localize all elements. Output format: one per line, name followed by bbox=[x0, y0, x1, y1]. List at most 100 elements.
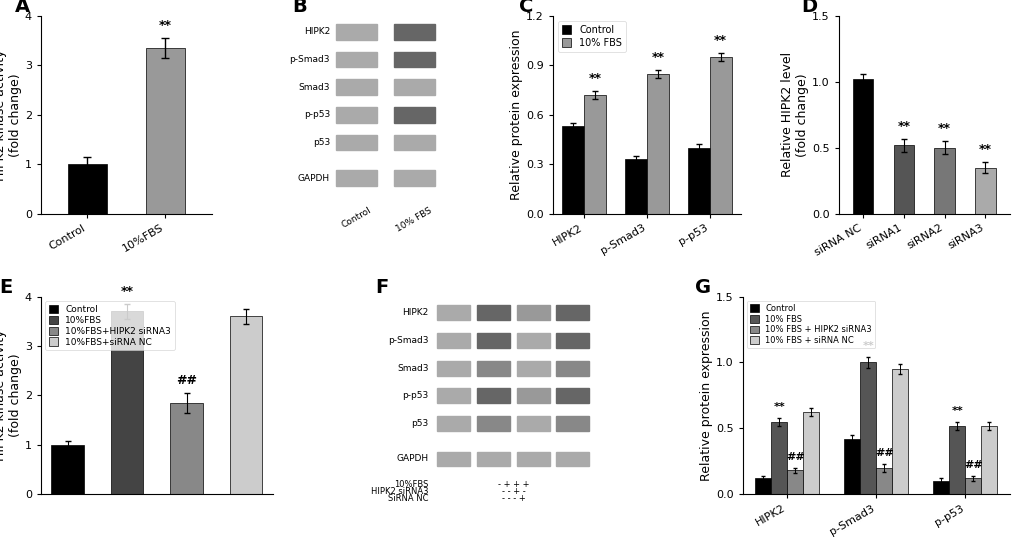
Text: **: ** bbox=[978, 143, 990, 156]
Text: E: E bbox=[0, 278, 12, 296]
Bar bbox=[892, 369, 908, 494]
Bar bbox=[932, 481, 949, 494]
Text: C: C bbox=[519, 0, 533, 16]
Text: HIPK2 siRNA3: HIPK2 siRNA3 bbox=[371, 487, 428, 496]
Bar bbox=[477, 306, 510, 320]
Bar bbox=[770, 422, 787, 494]
Text: HIPK2: HIPK2 bbox=[401, 308, 428, 317]
Bar bbox=[146, 48, 184, 214]
Bar bbox=[555, 388, 589, 403]
Y-axis label: Relative protein expression: Relative protein expression bbox=[510, 30, 523, 200]
Text: D: D bbox=[801, 0, 816, 16]
Text: **: ** bbox=[713, 34, 727, 47]
Text: **: ** bbox=[772, 402, 785, 412]
Y-axis label: Relative HIPK2 level
(fold change): Relative HIPK2 level (fold change) bbox=[781, 52, 809, 177]
Text: p-Smad3: p-Smad3 bbox=[289, 55, 330, 64]
Bar bbox=[111, 311, 144, 494]
Text: 10% FBS: 10% FBS bbox=[394, 206, 433, 234]
Bar bbox=[555, 452, 589, 467]
Bar bbox=[974, 168, 995, 214]
Text: - + + +: - + + + bbox=[497, 480, 529, 489]
Bar bbox=[437, 416, 470, 431]
Bar bbox=[555, 361, 589, 375]
Bar bbox=[437, 333, 470, 348]
Bar bbox=[477, 333, 510, 348]
Y-axis label: Relative protein expression: Relative protein expression bbox=[700, 310, 712, 481]
Bar bbox=[852, 79, 872, 214]
Bar bbox=[709, 57, 731, 214]
Text: Smad3: Smad3 bbox=[299, 83, 330, 92]
Bar bbox=[517, 333, 549, 348]
Text: Control: Control bbox=[339, 206, 372, 230]
Text: p-Smad3: p-Smad3 bbox=[387, 336, 428, 345]
Bar bbox=[393, 107, 434, 123]
Legend: Control, 10%FBS, 10%FBS+HIPK2 siRNA3, 10%FBS+siRNA NC: Control, 10%FBS, 10%FBS+HIPK2 siRNA3, 10… bbox=[45, 301, 174, 350]
Bar bbox=[335, 135, 376, 150]
Text: - - - +: - - - + bbox=[501, 494, 525, 503]
Text: ##: ## bbox=[874, 448, 893, 458]
Text: GAPDH: GAPDH bbox=[298, 173, 330, 183]
Bar bbox=[477, 361, 510, 375]
Text: **: ** bbox=[951, 405, 962, 416]
Bar bbox=[584, 95, 605, 214]
Bar bbox=[393, 24, 434, 40]
Text: ##: ## bbox=[786, 452, 804, 462]
Text: p-p53: p-p53 bbox=[304, 111, 330, 119]
Bar bbox=[787, 470, 803, 494]
Text: **: ** bbox=[588, 72, 601, 85]
Bar bbox=[335, 170, 376, 186]
Bar bbox=[555, 306, 589, 320]
Bar bbox=[437, 452, 470, 467]
Bar bbox=[980, 426, 997, 494]
Bar bbox=[517, 416, 549, 431]
Bar bbox=[393, 52, 434, 68]
Text: p53: p53 bbox=[411, 419, 428, 428]
Bar bbox=[964, 478, 980, 494]
Bar bbox=[859, 362, 875, 494]
Bar bbox=[875, 468, 892, 494]
Bar bbox=[687, 148, 709, 214]
Text: B: B bbox=[291, 0, 307, 16]
Bar bbox=[229, 316, 262, 494]
Bar bbox=[335, 107, 376, 123]
Bar bbox=[625, 159, 646, 214]
Bar bbox=[437, 306, 470, 320]
Bar bbox=[477, 452, 510, 467]
Bar bbox=[437, 361, 470, 375]
Bar bbox=[561, 126, 584, 214]
Legend: Control, 10% FBS, 10% FBS + HIPK2 siRNA3, 10% FBS + siRNA NC: Control, 10% FBS, 10% FBS + HIPK2 siRNA3… bbox=[746, 301, 874, 349]
Text: G: G bbox=[694, 278, 710, 296]
Bar bbox=[477, 416, 510, 431]
Text: **: ** bbox=[937, 122, 951, 135]
Bar bbox=[517, 361, 549, 375]
Bar bbox=[335, 79, 376, 95]
Text: **: ** bbox=[651, 50, 663, 64]
Bar bbox=[51, 445, 84, 494]
Text: A: A bbox=[15, 0, 31, 16]
Bar bbox=[517, 452, 549, 467]
Bar bbox=[949, 426, 964, 494]
Text: p53: p53 bbox=[313, 138, 330, 147]
Text: **: ** bbox=[120, 285, 133, 298]
Text: SiRNA NC: SiRNA NC bbox=[387, 494, 428, 503]
Bar bbox=[393, 135, 434, 150]
Text: **: ** bbox=[897, 120, 910, 133]
Text: F: F bbox=[375, 278, 388, 296]
Bar bbox=[893, 145, 913, 214]
Bar bbox=[68, 164, 107, 214]
Text: Smad3: Smad3 bbox=[396, 364, 428, 373]
Bar bbox=[437, 388, 470, 403]
Bar bbox=[646, 74, 668, 214]
Text: p-p53: p-p53 bbox=[401, 391, 428, 400]
Text: GAPDH: GAPDH bbox=[396, 454, 428, 463]
Text: ##: ## bbox=[176, 374, 197, 387]
Bar bbox=[335, 24, 376, 40]
Bar bbox=[517, 306, 549, 320]
Bar bbox=[933, 148, 954, 214]
Bar bbox=[335, 52, 376, 68]
Bar bbox=[170, 403, 203, 494]
Bar bbox=[393, 170, 434, 186]
Y-axis label: HIPK2 kinase activity
(fold change): HIPK2 kinase activity (fold change) bbox=[0, 49, 21, 180]
Bar bbox=[517, 388, 549, 403]
Text: **: ** bbox=[862, 341, 873, 351]
